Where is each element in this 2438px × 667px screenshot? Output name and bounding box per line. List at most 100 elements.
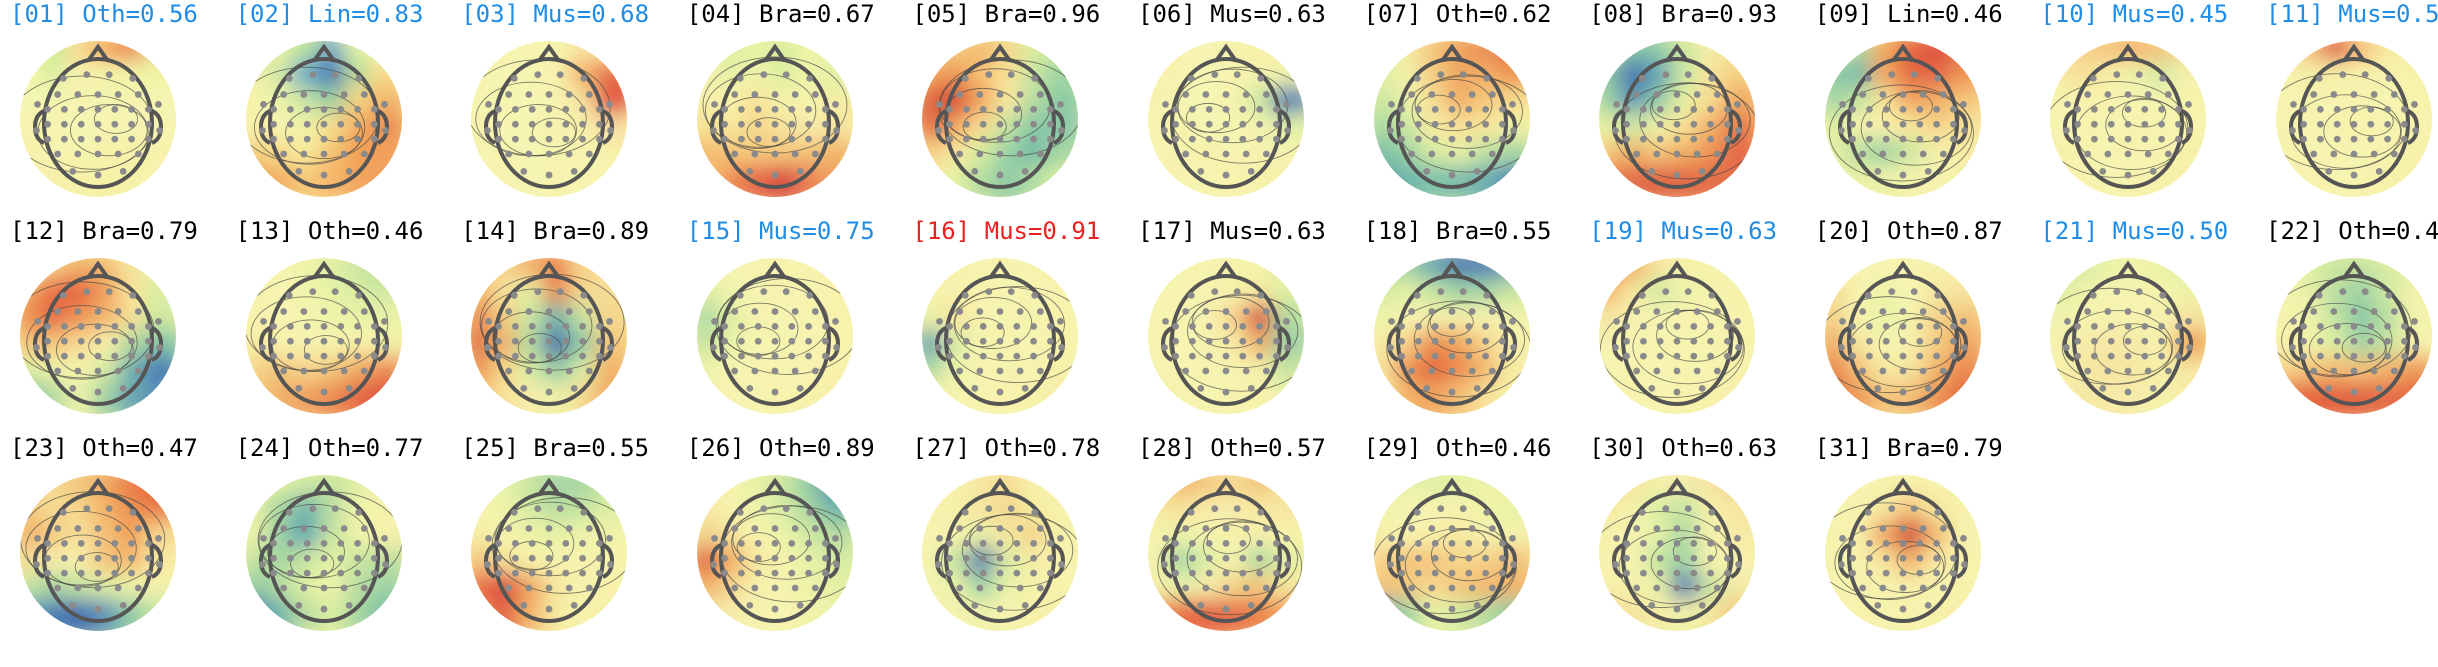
- component-cell: [22] Oth=0.46: [2264, 217, 2438, 432]
- head-outline: [1612, 477, 1743, 623]
- component-cell: [12] Bra=0.79: [8, 217, 233, 432]
- head-outline: [2288, 43, 2420, 189]
- head-outline: [258, 260, 389, 406]
- component-label: [25] Bra=0.55: [461, 434, 650, 462]
- electrodes: [709, 71, 840, 179]
- electrodes: [2063, 71, 2194, 179]
- component-cell: [28] Oth=0.57: [1136, 434, 1361, 649]
- component-label: [21] Mus=0.50: [2040, 217, 2229, 245]
- head-outline: [935, 260, 1066, 406]
- component-label: [07] Oth=0.62: [1363, 0, 1552, 28]
- head-outline: [709, 477, 840, 623]
- component-cell: [05] Bra=0.96: [910, 0, 1135, 215]
- component-cell: [17] Mus=0.63: [1136, 217, 1361, 432]
- head-outline: [32, 260, 164, 406]
- electrodes: [935, 288, 1066, 396]
- component-cell: [11] Mus=0.54: [2264, 0, 2438, 215]
- head-outline: [258, 43, 389, 189]
- head-outline: [1386, 260, 1517, 406]
- head-outline: [1612, 43, 1743, 189]
- component-cell: [19] Mus=0.63: [1587, 217, 1812, 432]
- component-cell: [29] Oth=0.46: [1362, 434, 1587, 649]
- component-label: [19] Mus=0.63: [1589, 217, 1778, 245]
- electrodes: [1837, 71, 1968, 179]
- head-outline: [2063, 43, 2194, 189]
- topographic-map: [1373, 475, 1530, 631]
- component-cell: [15] Mus=0.75: [685, 217, 910, 432]
- head-outline: [709, 43, 840, 189]
- component-cell: [13] Oth=0.46: [234, 217, 459, 432]
- head-outline: [2063, 260, 2194, 406]
- electrodes: [258, 505, 389, 613]
- head-outline: [32, 43, 164, 189]
- electrodes: [935, 505, 1066, 613]
- topographic-map: [20, 475, 176, 631]
- component-label: [01] Oth=0.56: [10, 0, 198, 28]
- topographic-map: [1599, 41, 1756, 197]
- component-cell: [26] Oth=0.89: [685, 434, 910, 649]
- component-cell: [24] Oth=0.77: [234, 434, 459, 649]
- topographic-map: [471, 258, 628, 414]
- component-label: [23] Oth=0.47: [10, 434, 198, 462]
- topographic-map: [1148, 41, 1304, 197]
- topographic-map: [245, 475, 402, 631]
- electrodes: [33, 505, 163, 613]
- topographic-map: [922, 475, 1079, 631]
- head-outline: [935, 43, 1066, 189]
- electrodes: [709, 288, 840, 396]
- head-outline: [1386, 477, 1517, 623]
- component-cell: [10] Mus=0.45: [2038, 0, 2263, 215]
- component-cell: [23] Oth=0.47: [8, 434, 233, 649]
- head-outline: [1837, 477, 1968, 623]
- component-label: [31] Bra=0.79: [1814, 434, 2003, 462]
- topographic-map: [696, 41, 853, 197]
- component-label: [06] Mus=0.63: [1138, 0, 1326, 28]
- topographic-map: [245, 258, 402, 414]
- topographic-map: [1148, 475, 1304, 631]
- component-label: [05] Bra=0.96: [912, 0, 1101, 28]
- component-cell: [20] Oth=0.87: [1813, 217, 2038, 432]
- component-cell: [01] Oth=0.56: [8, 0, 233, 215]
- topographic-map: [1148, 258, 1304, 414]
- component-label: [02] Lin=0.83: [235, 0, 424, 28]
- head-outline: [1160, 260, 1292, 406]
- topographic-map: [1373, 258, 1530, 414]
- electrodes: [484, 288, 615, 396]
- electrodes: [1161, 288, 1291, 396]
- component-label: [14] Bra=0.89: [461, 217, 650, 245]
- head-outline: [484, 43, 615, 189]
- component-cell: [09] Lin=0.46: [1813, 0, 2038, 215]
- component-label: [16] Mus=0.91: [912, 217, 1101, 245]
- electrodes: [1837, 288, 1968, 396]
- topographic-map: [1824, 475, 1981, 631]
- electrodes: [1612, 288, 1743, 396]
- electrodes: [1386, 288, 1517, 396]
- component-label: [20] Oth=0.87: [1814, 217, 2003, 245]
- component-label: [10] Mus=0.45: [2040, 0, 2229, 28]
- component-label: [12] Bra=0.79: [10, 217, 198, 245]
- component-label: [22] Oth=0.46: [2266, 217, 2438, 245]
- electrodes: [1386, 505, 1517, 613]
- electrodes: [33, 288, 163, 396]
- topographic-map: [2276, 258, 2432, 414]
- component-label: [29] Oth=0.46: [1363, 434, 1552, 462]
- component-cell: [03] Mus=0.68: [459, 0, 684, 215]
- electrodes: [258, 288, 389, 396]
- head-outline: [1837, 43, 1968, 189]
- topographic-map: [471, 41, 628, 197]
- electrodes: [1612, 71, 1743, 179]
- component-cell: [02] Lin=0.83: [234, 0, 459, 215]
- head-outline: [1160, 43, 1292, 189]
- component-cell: [25] Bra=0.55: [459, 434, 684, 649]
- electrodes: [935, 71, 1066, 179]
- electrodes: [709, 505, 840, 613]
- topographic-map: [1824, 41, 1981, 197]
- head-outline: [1386, 43, 1517, 189]
- component-cell: [08] Bra=0.93: [1587, 0, 1812, 215]
- head-outline: [484, 260, 615, 406]
- component-label: [17] Mus=0.63: [1138, 217, 1326, 245]
- electrodes: [2289, 71, 2419, 179]
- component-cell: [27] Oth=0.78: [910, 434, 1135, 649]
- electrodes: [1837, 505, 1968, 613]
